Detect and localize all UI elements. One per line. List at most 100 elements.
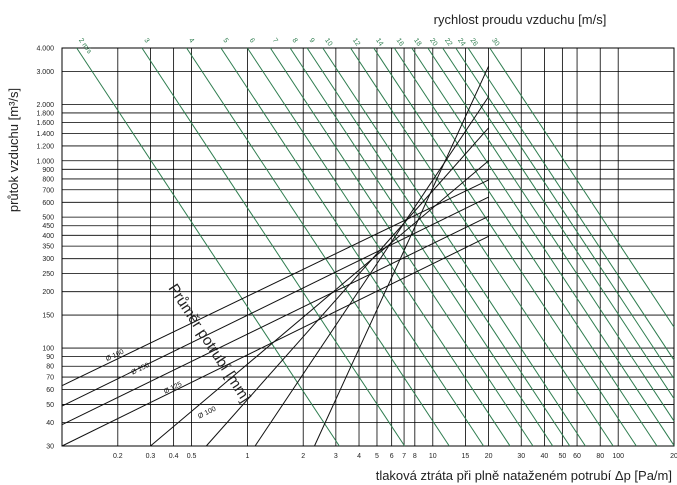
diameter-labels: Ø 160 Ø 150 Ø 125 Ø 100 <box>105 348 217 420</box>
velocity-label: 18 <box>412 37 422 47</box>
diameter-label: Ø 125 <box>163 381 183 396</box>
x-tick-label: 50 <box>558 453 566 460</box>
x-tick-label: 8 <box>413 453 417 460</box>
y-tick-label: 450 <box>42 223 54 230</box>
x-tick-label: 0.2 <box>113 453 123 460</box>
y-tick-label: 1.000 <box>36 158 54 165</box>
y-tick-label: 700 <box>42 187 54 194</box>
y-tick-label: 70 <box>46 375 54 382</box>
velocity-line <box>427 47 675 422</box>
y-tick-label: 600 <box>42 200 54 207</box>
velocity-line <box>141 47 406 447</box>
diameter-line <box>205 127 489 447</box>
y-tick-label: 1.800 <box>36 110 54 117</box>
velocity-line <box>220 47 485 447</box>
velocity-line <box>289 47 554 447</box>
diameter-line <box>61 215 489 426</box>
velocity-line <box>467 47 675 361</box>
x-tick-label: 10 <box>429 453 437 460</box>
velocity-label: 14 <box>374 37 384 47</box>
diameter-line <box>254 96 490 447</box>
plot-frame <box>61 47 675 447</box>
diameter-label: Ø 150 <box>130 362 150 377</box>
velocity-line <box>455 47 675 380</box>
y-tick-label: 90 <box>46 354 54 361</box>
velocity-label: 6 <box>248 37 256 44</box>
velocity-label: 24 <box>456 37 466 47</box>
top-axis-label: rychlost proudu vzduchu [m/s] <box>434 12 607 27</box>
diameter-lines <box>61 65 490 447</box>
x-tick-label: 100 <box>612 453 624 460</box>
x-tick-label: 30 <box>517 453 525 460</box>
x-tick-label: 80 <box>596 453 604 460</box>
velocity-line <box>306 47 571 447</box>
y-tick-label: 1.600 <box>36 120 54 127</box>
velocity-line <box>393 47 658 447</box>
x-axis-label: tlaková ztráta při plně nataženém potrub… <box>376 468 672 483</box>
x-tick-label: 60 <box>573 453 581 460</box>
y-tick-label: 3.000 <box>36 69 54 76</box>
velocity-label: 30 <box>490 37 500 47</box>
x-tick-label: 0.5 <box>187 453 197 460</box>
x-tick-label: 0.4 <box>169 453 179 460</box>
diameter-label: Ø 160 <box>105 348 125 363</box>
y-tick-label: 1.400 <box>36 131 54 138</box>
x-tick-labels: 0.2 0.3 0.4 0.5 1 2 3 4 5 6 7 8 10 15 20 30 40 50 60 80 100 2… <box>113 453 677 460</box>
x-tick-label: 3 <box>334 453 338 460</box>
y-tick-label: 60 <box>46 387 54 394</box>
y-tick-label: 100 <box>42 346 54 353</box>
y-tick-label: 800 <box>42 176 54 183</box>
x-tick-label: 2 <box>301 453 305 460</box>
y-tick-label: 2.000 <box>36 102 54 109</box>
x-tick-label: 6 <box>390 453 394 460</box>
y-tick-label: 80 <box>46 364 54 371</box>
diameter-line <box>61 196 489 407</box>
x-tick-label: 20 <box>670 453 677 460</box>
velocity-label: 3 <box>142 37 150 44</box>
velocity-label: 9 <box>307 37 315 44</box>
y-tick-label: 40 <box>46 420 54 427</box>
velocity-line <box>350 47 614 447</box>
x-tick-label: 15 <box>462 453 470 460</box>
y-tick-label: 150 <box>42 313 54 320</box>
diameter-line <box>314 65 490 447</box>
velocity-lines <box>76 47 675 447</box>
velocity-label: 8 <box>290 37 298 44</box>
y-tick-label: 400 <box>42 233 54 240</box>
velocity-line <box>186 47 450 447</box>
velocity-line <box>489 47 675 328</box>
velocity-label: 26 <box>468 37 478 47</box>
y-tick-label: 350 <box>42 244 54 251</box>
velocity-label: 10 <box>323 37 333 47</box>
x-tick-label: 0.3 <box>146 453 156 460</box>
velocity-label: 5 <box>221 37 229 44</box>
x-tick-label: 5 <box>375 453 379 460</box>
y-tick-label: 200 <box>42 289 54 296</box>
y-tick-label: 900 <box>42 167 54 174</box>
y-tick-label: 300 <box>42 256 54 263</box>
y-tick-label: 50 <box>46 402 54 409</box>
y-tick-label: 4.000 <box>36 46 54 53</box>
y-tick-label: 250 <box>42 271 54 278</box>
x-tick-label: 7 <box>402 453 406 460</box>
x-tick-label: 20 <box>485 453 493 460</box>
velocity-line <box>442 47 675 399</box>
y-tick-label: 30 <box>46 444 54 451</box>
velocity-line <box>76 47 340 447</box>
velocity-line <box>269 47 534 447</box>
x-tick-label: 4 <box>357 453 361 460</box>
velocity-label: 12 <box>351 37 361 47</box>
velocity-line <box>322 47 586 447</box>
velocity-label: 20 <box>428 37 438 47</box>
velocity-line <box>411 47 675 446</box>
velocity-label: 7 <box>271 37 279 44</box>
diameter-line <box>150 160 489 447</box>
y-axis-label: průtok vzduchu [m³/s] <box>6 88 21 212</box>
diameter-label: Ø 100 <box>197 406 217 421</box>
y-tick-label: 500 <box>42 215 54 222</box>
velocity-labels: 2 m/s 3 4 5 6 7 8 9 10 12 14 16 18 20 22 24 26 30 <box>77 37 500 55</box>
velocity-line <box>373 47 637 447</box>
velocity-line <box>246 47 511 447</box>
